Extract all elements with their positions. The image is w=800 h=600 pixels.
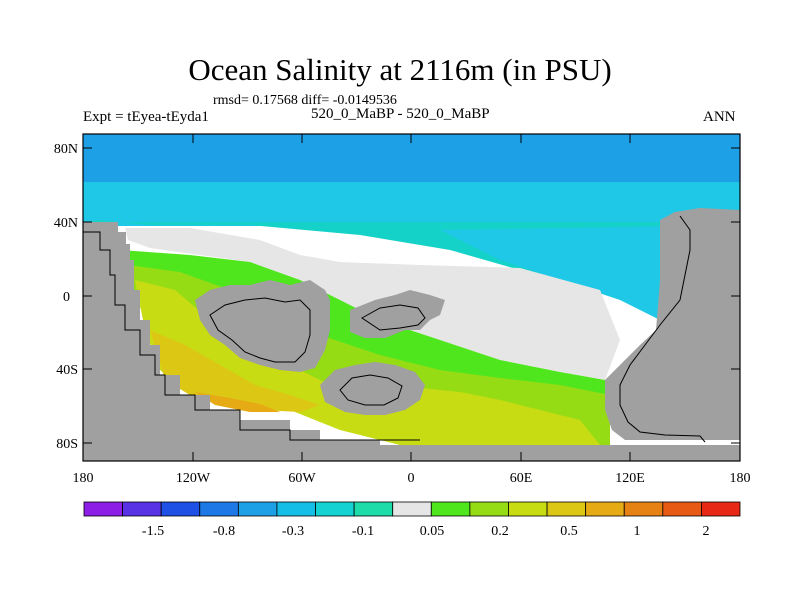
- colorbar-label: 1: [634, 524, 641, 539]
- colorbar-swatch: [237, 501, 278, 517]
- lat-label: 80S: [56, 437, 78, 452]
- colorbar-labels: -1.5 -0.8 -0.3 -0.1 0.05 0.2 0.5 1 2: [142, 524, 710, 539]
- lon-label: 120W: [176, 471, 211, 486]
- colorbar-swatch: [662, 501, 702, 517]
- lat-label: 80N: [54, 142, 78, 157]
- lon-label: 60E: [510, 471, 533, 486]
- colorbar-swatch: [353, 501, 394, 517]
- stats-line: rmsd= 0.17568 diff= -0.0149536: [213, 93, 397, 108]
- colorbar-label: -0.1: [352, 524, 374, 539]
- colorbar-label: 2: [703, 524, 710, 539]
- colorbar-swatch: [701, 501, 741, 517]
- lon-label: 180: [73, 471, 94, 486]
- lon-label: 60W: [288, 471, 316, 486]
- lon-label: 180: [730, 471, 751, 486]
- colorbar-swatch: [315, 501, 355, 517]
- lat-tick-marks: [83, 147, 740, 444]
- colorbar-label: -0.8: [213, 524, 235, 539]
- colorbar-swatch: [469, 501, 509, 517]
- colorbar-label: -1.5: [142, 524, 164, 539]
- season-label: ANN: [703, 109, 736, 125]
- cyan-ocean-band: [83, 182, 740, 226]
- lat-label: 40N: [54, 216, 78, 231]
- lat-label: 0: [63, 290, 70, 305]
- orange-zone: [195, 392, 280, 412]
- page-title: Ocean Salinity at 2116m (in PSU): [188, 52, 612, 87]
- lon-label: 120E: [615, 471, 645, 486]
- colorbar-label: 0.5: [560, 524, 578, 539]
- colorbar-swatch: [623, 501, 664, 517]
- colorbar-swatch: [546, 501, 587, 517]
- lon-tick-marks: [192, 134, 631, 461]
- case-label: 520_0_MaBP - 520_0_MaBP: [311, 106, 490, 122]
- map-plot-area: [83, 134, 740, 461]
- coastlines: [83, 215, 706, 443]
- colorbar-swatch: [199, 501, 239, 517]
- experiment-label: Expt = tEyea-tEyda1: [83, 109, 209, 125]
- land-west-continent: [83, 222, 740, 461]
- land-east-continent: [605, 208, 740, 440]
- colorbar-swatch: [585, 501, 625, 517]
- colorbar-label: -0.3: [282, 524, 304, 539]
- colorbar-swatch: [508, 501, 548, 517]
- yellow-green-zone: [135, 280, 600, 445]
- land-island-south: [320, 362, 425, 415]
- yellow-zone: [150, 330, 320, 412]
- colorbar-swatch: [276, 501, 316, 517]
- colorbar-swatch: [430, 501, 471, 517]
- colorbar-swatch: [392, 501, 432, 517]
- lon-label: 0: [408, 471, 415, 486]
- colorbar-swatch: [122, 501, 162, 517]
- colorbar-swatch: [83, 501, 123, 517]
- colorbar-label: 0.05: [420, 524, 445, 539]
- lat-label: 40S: [56, 363, 78, 378]
- colorbar: [83, 501, 741, 517]
- colorbar-swatch: [160, 501, 201, 517]
- land-central-continent: [195, 280, 330, 372]
- colorbar-label: 0.2: [491, 524, 509, 539]
